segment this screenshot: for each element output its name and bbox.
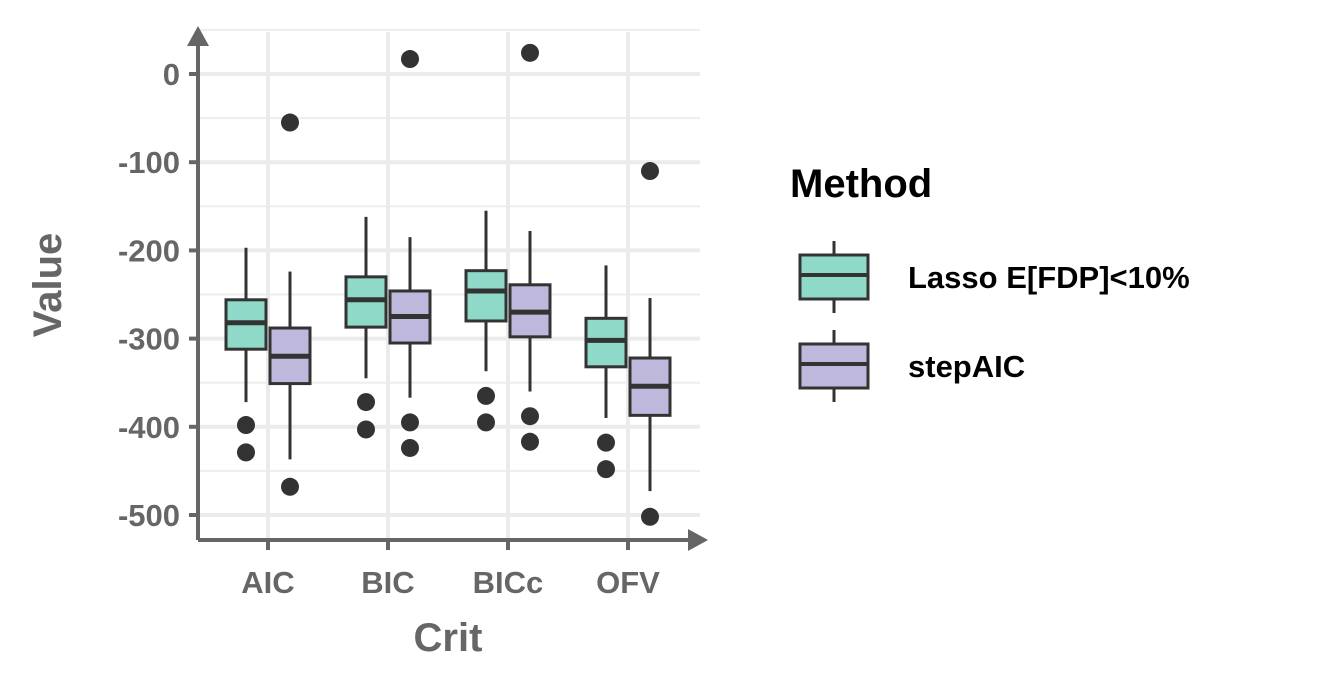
outlier-point xyxy=(281,477,299,496)
x-tick-label-ofv: OFV xyxy=(596,565,660,600)
box-bic-stepaic xyxy=(388,50,432,457)
x-tick-label-bic: BIC xyxy=(361,565,414,600)
y-tick-label: -500 xyxy=(118,498,180,533)
y-tick-label: -300 xyxy=(118,322,180,357)
outlier-point xyxy=(357,420,375,439)
outlier-point xyxy=(237,416,255,435)
y-tick-label: -200 xyxy=(118,233,180,268)
outlier-point xyxy=(521,432,539,451)
box-bic-lasso-e-fdp-10 xyxy=(344,216,388,439)
legend-key xyxy=(798,330,870,402)
legend: Method Lasso E[FDP]<10% stepAIC xyxy=(790,162,1190,402)
outlier-point xyxy=(401,413,419,432)
box-ofv-stepaic xyxy=(628,162,672,526)
outlier-point xyxy=(597,433,615,452)
grid-lines xyxy=(198,28,700,540)
outlier-point xyxy=(597,460,615,479)
legend-key xyxy=(798,241,870,313)
outlier-point xyxy=(521,407,539,426)
y-axis-title: Value xyxy=(26,233,70,338)
outlier-point xyxy=(281,113,299,132)
axes xyxy=(187,26,708,551)
y-axis-arrow xyxy=(187,26,209,46)
legend-entry-lasso-e-fdp-10: Lasso E[FDP]<10% xyxy=(798,241,1190,313)
x-tick-label-aic: AIC xyxy=(241,565,294,600)
outlier-point xyxy=(357,393,375,412)
x-axis-arrow xyxy=(688,529,708,551)
y-tick-label: -100 xyxy=(118,145,180,180)
x-tick-labels: AIC BIC BICc OFV xyxy=(241,565,660,600)
x-tick-label-bicc: BICc xyxy=(473,565,544,600)
box-body xyxy=(464,269,508,323)
box-ofv-lasso-e-fdp-10 xyxy=(584,265,628,479)
box-bicc-lasso-e-fdp-10 xyxy=(464,210,508,432)
box-aic-lasso-e-fdp-10 xyxy=(224,247,268,462)
outlier-point xyxy=(521,43,539,62)
outlier-point xyxy=(401,50,419,69)
box-series xyxy=(224,43,672,526)
y-tick-labels: 0 -100 -200 -300 -400 -500 xyxy=(118,57,180,533)
outlier-point xyxy=(477,386,495,405)
outlier-point xyxy=(641,507,659,526)
outlier-point xyxy=(477,413,495,432)
legend-label: Lasso E[FDP]<10% xyxy=(908,260,1190,295)
y-tick-label: -400 xyxy=(118,410,180,445)
outlier-point xyxy=(401,438,419,457)
box-aic-stepaic xyxy=(268,113,312,496)
y-tick-label: 0 xyxy=(163,57,180,92)
outlier-point xyxy=(641,162,659,181)
x-axis-title: Crit xyxy=(414,616,483,660)
outlier-point xyxy=(237,443,255,462)
legend-label: stepAIC xyxy=(908,349,1025,384)
box-bicc-stepaic xyxy=(508,43,552,451)
legend-entry-stepaic: stepAIC xyxy=(798,330,1025,402)
legend-title: Method xyxy=(790,162,932,206)
